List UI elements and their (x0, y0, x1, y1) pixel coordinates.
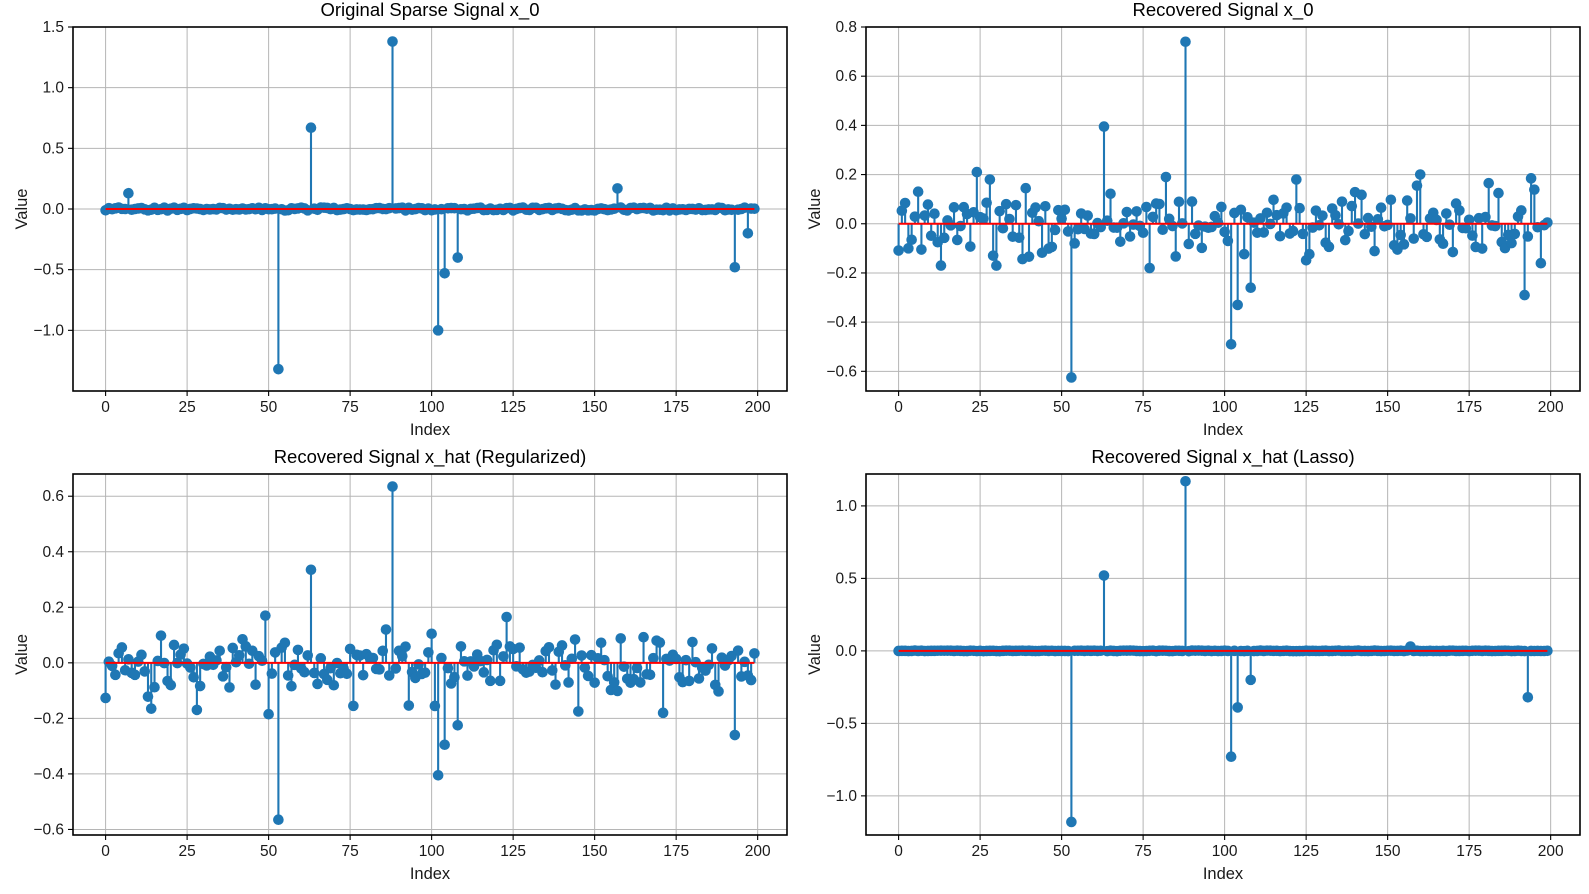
svg-text:−0.6: −0.6 (826, 363, 857, 380)
svg-text:0.2: 0.2 (835, 167, 857, 184)
svg-text:0.6: 0.6 (835, 68, 857, 85)
svg-text:125: 125 (500, 843, 526, 860)
svg-text:Value: Value (806, 189, 824, 230)
svg-text:0.4: 0.4 (42, 544, 64, 561)
svg-text:Index: Index (1203, 865, 1244, 883)
svg-text:0.0: 0.0 (42, 655, 64, 672)
svg-text:1.5: 1.5 (42, 19, 64, 36)
svg-text:0: 0 (894, 399, 903, 416)
svg-text:100: 100 (1212, 843, 1238, 860)
svg-text:0.8: 0.8 (835, 19, 857, 36)
svg-text:0: 0 (101, 843, 110, 860)
svg-text:−0.2: −0.2 (826, 265, 857, 282)
svg-text:75: 75 (341, 399, 358, 416)
svg-text:Value: Value (806, 634, 824, 675)
svg-text:−1.0: −1.0 (826, 788, 857, 805)
svg-text:Recovered Signal x_0: Recovered Signal x_0 (1133, 0, 1314, 21)
svg-text:Value: Value (13, 189, 31, 230)
svg-text:175: 175 (1456, 399, 1482, 416)
svg-text:200: 200 (1538, 399, 1564, 416)
svg-text:75: 75 (1134, 843, 1151, 860)
svg-text:−0.5: −0.5 (826, 715, 857, 732)
svg-text:0.5: 0.5 (42, 140, 64, 157)
svg-text:75: 75 (341, 843, 358, 860)
svg-text:150: 150 (582, 843, 608, 860)
svg-text:0.6: 0.6 (42, 488, 64, 505)
svg-text:125: 125 (1293, 843, 1319, 860)
svg-text:150: 150 (582, 399, 608, 416)
svg-text:0.5: 0.5 (835, 570, 857, 587)
svg-text:75: 75 (1134, 399, 1151, 416)
svg-text:25: 25 (178, 399, 195, 416)
svg-text:Index: Index (410, 421, 451, 439)
svg-text:25: 25 (971, 399, 988, 416)
svg-text:200: 200 (1538, 843, 1564, 860)
svg-text:175: 175 (1456, 843, 1482, 860)
svg-text:−0.5: −0.5 (33, 262, 64, 279)
svg-text:0: 0 (894, 843, 903, 860)
svg-text:0.2: 0.2 (42, 599, 64, 616)
svg-text:150: 150 (1375, 399, 1401, 416)
svg-text:50: 50 (1053, 843, 1071, 860)
svg-text:100: 100 (419, 843, 445, 860)
svg-text:100: 100 (1212, 399, 1238, 416)
svg-text:Index: Index (410, 865, 451, 883)
svg-text:1.0: 1.0 (42, 80, 64, 97)
svg-text:Recovered Signal x_hat (Lasso): Recovered Signal x_hat (Lasso) (1091, 446, 1354, 468)
svg-text:25: 25 (971, 843, 988, 860)
svg-text:100: 100 (419, 399, 445, 416)
svg-text:0.4: 0.4 (835, 117, 857, 134)
svg-text:175: 175 (663, 399, 689, 416)
svg-text:−0.4: −0.4 (33, 766, 64, 783)
svg-text:−0.6: −0.6 (33, 821, 64, 838)
svg-text:1.0: 1.0 (835, 498, 857, 515)
svg-text:0.0: 0.0 (835, 216, 857, 233)
svg-text:200: 200 (745, 843, 771, 860)
svg-text:0: 0 (101, 399, 110, 416)
svg-text:0.0: 0.0 (835, 643, 857, 660)
svg-text:−0.2: −0.2 (33, 710, 64, 727)
svg-text:150: 150 (1375, 843, 1401, 860)
svg-text:0.0: 0.0 (42, 201, 64, 218)
svg-text:Original Sparse Signal x_0: Original Sparse Signal x_0 (320, 0, 539, 21)
svg-text:Index: Index (1203, 421, 1244, 439)
svg-text:125: 125 (500, 399, 526, 416)
svg-text:50: 50 (1053, 399, 1071, 416)
svg-text:25: 25 (178, 843, 195, 860)
svg-text:−1.0: −1.0 (33, 322, 64, 339)
svg-text:50: 50 (260, 399, 278, 416)
svg-text:50: 50 (260, 843, 278, 860)
svg-text:175: 175 (663, 843, 689, 860)
svg-text:125: 125 (1293, 399, 1319, 416)
svg-text:−0.4: −0.4 (826, 314, 857, 331)
svg-text:Recovered Signal x_hat (Regula: Recovered Signal x_hat (Regularized) (274, 446, 587, 468)
svg-text:Value: Value (13, 634, 31, 675)
svg-text:200: 200 (745, 399, 771, 416)
